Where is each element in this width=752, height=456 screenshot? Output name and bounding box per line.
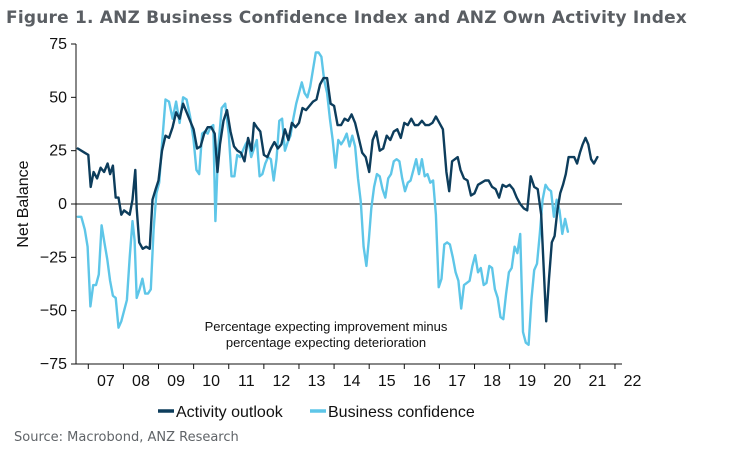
y-tick-label: 0 — [58, 196, 67, 213]
y-tick-label: −75 — [40, 356, 67, 373]
x-tick-label: 09 — [167, 373, 185, 390]
x-tick-label: 16 — [413, 373, 431, 390]
source-note: Source: Macrobond, ANZ Research — [14, 430, 239, 445]
y-tick-label: −25 — [40, 249, 67, 266]
x-tick-label: 12 — [273, 373, 291, 390]
x-tick-label: 10 — [202, 373, 220, 390]
x-tick-label: 13 — [308, 373, 326, 390]
x-tick-label: 20 — [553, 373, 571, 390]
y-tick-label: −50 — [40, 303, 67, 320]
series-line-business-confidence — [76, 51, 570, 346]
y-tick-label: 75 — [49, 36, 67, 53]
x-tick-label: 19 — [518, 373, 536, 390]
figure-title: Figure 1. ANZ Business Confidence Index … — [6, 8, 687, 28]
annotation-line-1: Percentage expecting improvement minus — [205, 319, 448, 334]
x-axis-ticks: 07 08 09 10 11 12 13 14 15 16 17 18 19 20 21 22 — [87, 364, 642, 390]
y-tick-label: 50 — [49, 89, 67, 106]
x-tick-label: 22 — [624, 373, 642, 390]
legend-label-activity-outlook: Activity outlook — [176, 404, 284, 421]
legend-label-business-confidence: Business confidence — [328, 404, 475, 421]
y-tick-label: 25 — [49, 143, 67, 160]
x-tick-label: 07 — [97, 373, 115, 390]
y-axis-label: Net Balance — [15, 160, 32, 247]
y-axis-ticks: 75 50 25 0 −25 −50 −75 — [40, 36, 76, 373]
annotation-line-2: percentage expecting deterioration — [226, 335, 426, 350]
x-tick-label: 21 — [589, 373, 607, 390]
x-tick-label: 15 — [378, 373, 396, 390]
x-tick-label: 08 — [132, 373, 150, 390]
x-tick-label: 17 — [448, 373, 466, 390]
series-line-activity-outlook — [76, 76, 599, 323]
series-layer — [76, 51, 599, 346]
x-tick-label: 14 — [343, 373, 361, 390]
x-tick-label: 18 — [483, 373, 501, 390]
legend: Activity outlook Business confidence — [158, 404, 475, 421]
x-tick-label: 11 — [238, 373, 255, 390]
